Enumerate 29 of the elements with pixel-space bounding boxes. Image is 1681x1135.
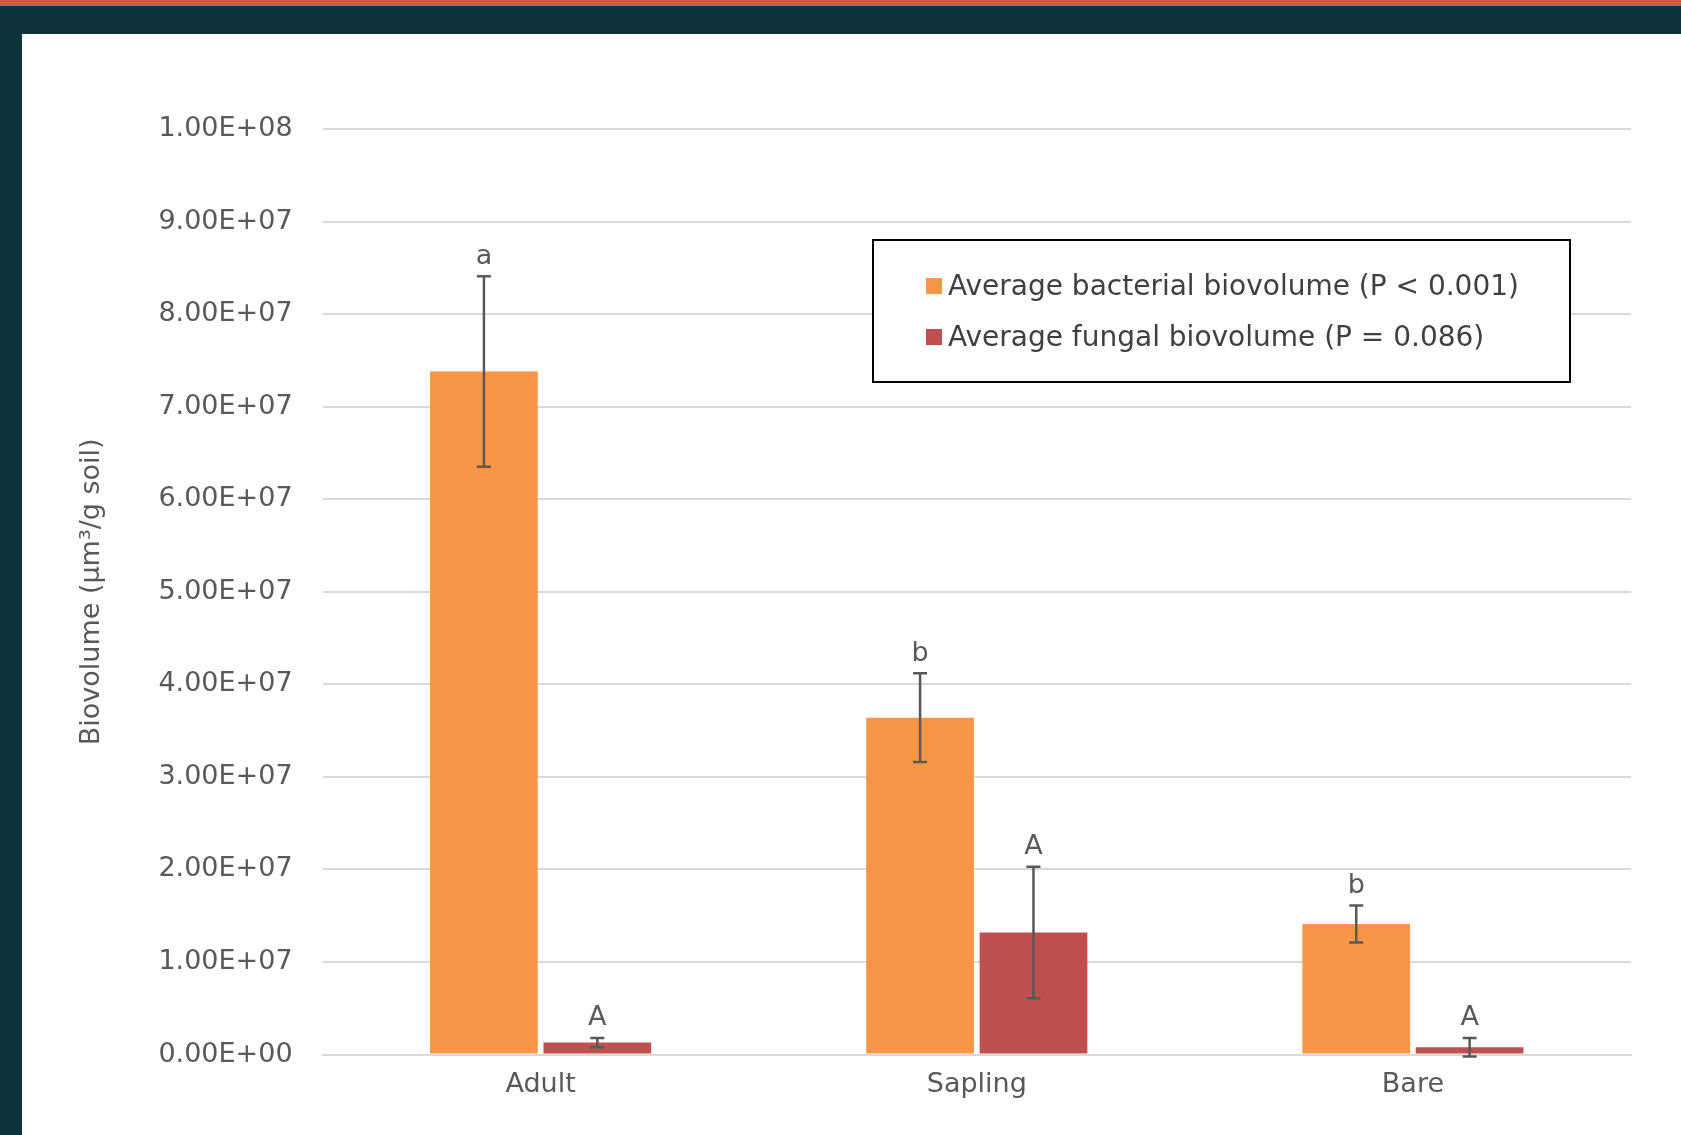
bar [430, 371, 538, 1054]
bar [1302, 924, 1411, 1054]
y-tick-label: 6.00E+07 [158, 481, 293, 513]
x-tick-label: Bare [1381, 1066, 1445, 1098]
annotation: b [911, 635, 929, 667]
y-tick-label: 3.00E+07 [158, 758, 293, 790]
legend-label: Average fungal biovolume (P = 0.086) [947, 320, 1485, 353]
x-tick-label: Sapling [926, 1066, 1027, 1098]
y-tick-label: 1.00E+08 [158, 111, 293, 143]
annotation: A [1024, 829, 1044, 861]
y-tick-label: 7.00E+07 [158, 388, 293, 420]
y-tick-label: 4.00E+07 [158, 666, 293, 698]
y-tick-label: 9.00E+07 [158, 203, 293, 235]
y-tick-label: 1.00E+07 [158, 944, 293, 976]
bar [979, 932, 1088, 1054]
annotation: A [588, 1000, 608, 1032]
y-tick-label: 2.00E+07 [158, 851, 293, 883]
y-axis-title: Biovolume (µm³/g soil) [74, 438, 106, 746]
x-tick-label: Adult [505, 1066, 576, 1098]
annotation: a [475, 238, 493, 270]
bar [543, 1042, 652, 1054]
y-tick-label: 5.00E+07 [158, 573, 293, 605]
annotation: A [1460, 1000, 1480, 1032]
y-tick-label: 8.00E+07 [158, 296, 293, 328]
annotation: b [1347, 868, 1365, 900]
bar [866, 717, 974, 1054]
y-tick-label: 0.00E+00 [158, 1036, 293, 1068]
bar [1415, 1047, 1524, 1054]
legend-label: Average bacterial biovolume (P < 0.001) [947, 269, 1519, 302]
